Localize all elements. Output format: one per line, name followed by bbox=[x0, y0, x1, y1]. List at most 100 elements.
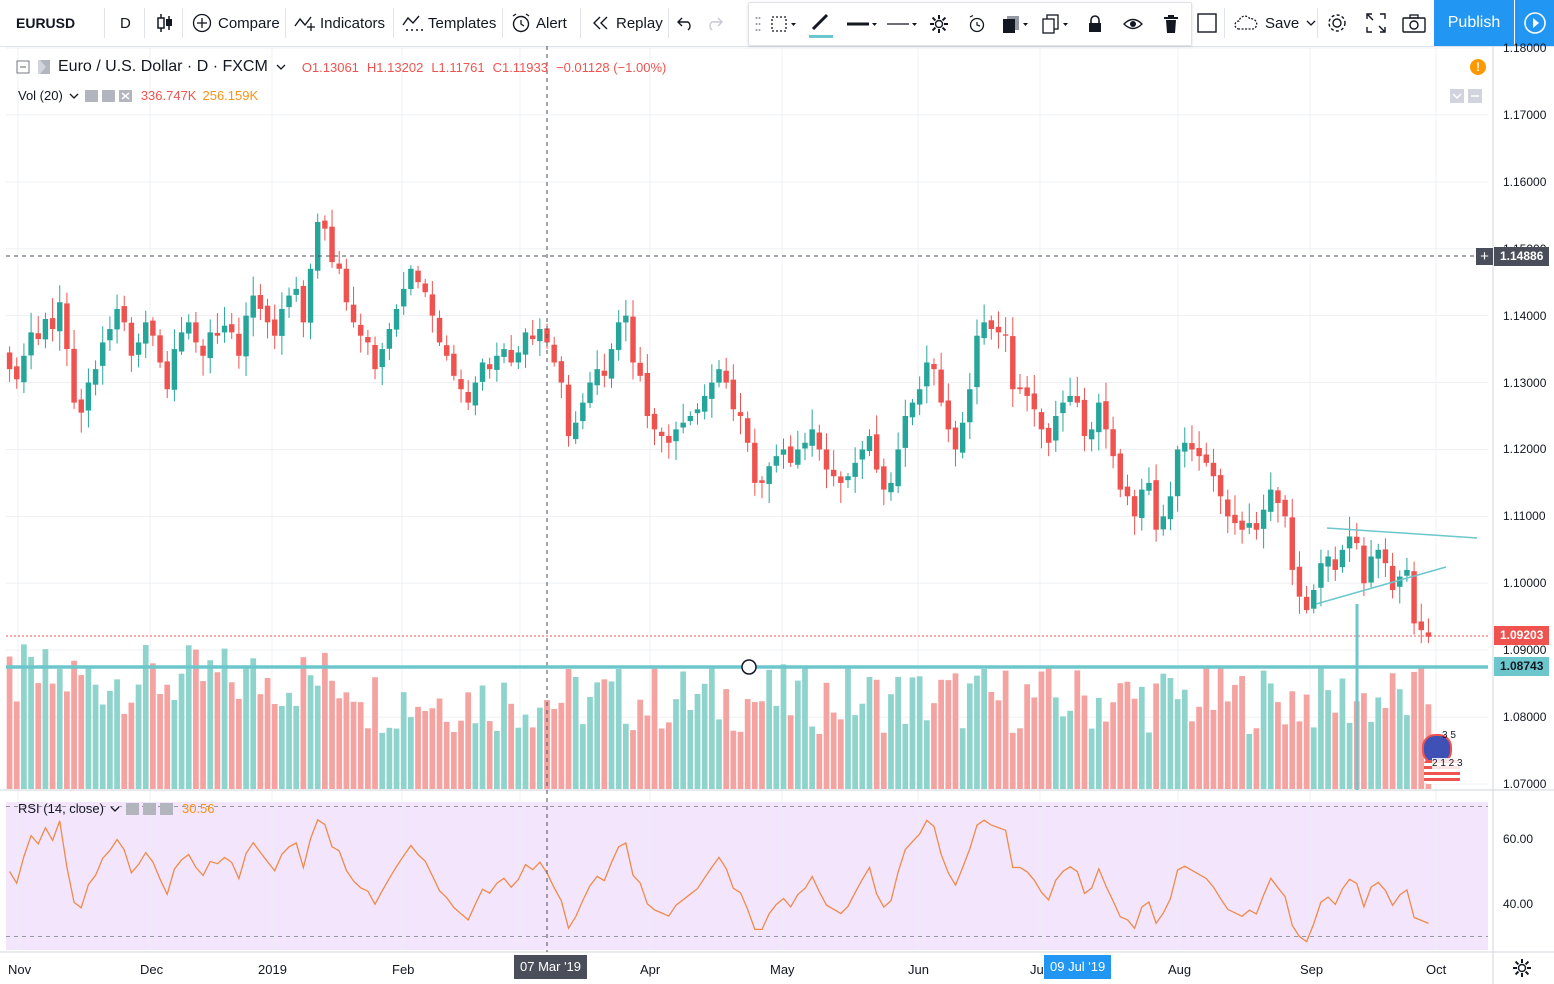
replay-label: Replay bbox=[616, 14, 663, 32]
volume-bar bbox=[830, 712, 837, 789]
candle-body bbox=[1117, 453, 1124, 490]
volume-label[interactable]: Vol (20) bbox=[18, 88, 63, 103]
alert-button[interactable]: Alert bbox=[510, 0, 567, 46]
volume-bar bbox=[1081, 695, 1088, 789]
volume-bar bbox=[974, 675, 980, 789]
volume-bar bbox=[42, 649, 49, 789]
candle-body bbox=[1275, 490, 1281, 503]
fullscreen-button[interactable] bbox=[1366, 0, 1386, 46]
symbol-search[interactable]: EURUSD bbox=[16, 0, 75, 46]
candle-body bbox=[1167, 496, 1174, 520]
volume-bar bbox=[1045, 667, 1052, 789]
templates-button[interactable]: Templates bbox=[402, 0, 496, 46]
indicators-icon bbox=[294, 16, 315, 31]
candle-body bbox=[128, 322, 135, 356]
delete-button[interactable] bbox=[1163, 3, 1179, 45]
lock-button[interactable] bbox=[1087, 3, 1103, 45]
publish-button[interactable]: Publish bbox=[1434, 0, 1514, 46]
candle-body bbox=[250, 295, 256, 318]
volume-bar bbox=[622, 723, 629, 789]
volume-bar bbox=[866, 676, 873, 789]
volume-bar bbox=[236, 698, 242, 789]
candle-body bbox=[1196, 447, 1202, 457]
volume-bar bbox=[286, 692, 292, 789]
indicator-actions-icon[interactable] bbox=[84, 89, 135, 103]
volume-bar bbox=[1196, 706, 1202, 789]
pane-controls-icon[interactable] bbox=[1450, 89, 1484, 103]
chart-settings-button[interactable] bbox=[1326, 0, 1348, 46]
candle-body bbox=[1246, 523, 1252, 528]
volume-bar bbox=[150, 663, 156, 789]
ohlc-low: L1.11761 bbox=[431, 59, 485, 75]
alert-tool-button[interactable] bbox=[967, 3, 987, 45]
camera-icon bbox=[1402, 14, 1426, 33]
candle-body bbox=[1139, 489, 1145, 519]
undo-icon bbox=[677, 17, 691, 31]
publish-play-button[interactable] bbox=[1515, 0, 1554, 46]
play-circle-icon bbox=[1523, 12, 1546, 34]
compare-button[interactable]: Compare bbox=[192, 0, 280, 46]
warning-icon[interactable]: ! bbox=[1470, 59, 1486, 75]
candle-body bbox=[78, 399, 84, 413]
volume-bar bbox=[1289, 691, 1296, 789]
volume-bar bbox=[1203, 665, 1210, 789]
undo-button[interactable] bbox=[676, 0, 696, 46]
chevron-down-icon[interactable] bbox=[69, 92, 79, 100]
chart-style-button[interactable] bbox=[156, 0, 174, 46]
candle-body bbox=[1354, 536, 1360, 544]
snapshot-button[interactable] bbox=[1402, 0, 1426, 46]
collapse-icon[interactable] bbox=[16, 60, 30, 74]
candle-body bbox=[1153, 480, 1159, 530]
volume-bar bbox=[823, 682, 830, 789]
candle-body bbox=[200, 345, 206, 356]
volume-bar bbox=[1411, 671, 1417, 789]
symbol-title[interactable]: Euro / U.S. Dollar · D · FXCM bbox=[58, 58, 268, 75]
select-tool-button[interactable] bbox=[769, 3, 797, 45]
clone-button[interactable] bbox=[1041, 3, 1071, 45]
save-button[interactable]: Save bbox=[1233, 0, 1317, 46]
replay-button[interactable]: Replay bbox=[590, 0, 663, 46]
economic-events-badge[interactable]: 3 5 2 1 2 3 bbox=[1420, 730, 1468, 786]
volume-bar bbox=[415, 706, 421, 789]
redo-button[interactable] bbox=[704, 0, 724, 46]
candle-body bbox=[737, 412, 744, 416]
interval-button[interactable]: D bbox=[120, 0, 131, 46]
visual-order-button[interactable] bbox=[1001, 3, 1031, 45]
line-thickness-button[interactable] bbox=[845, 3, 879, 45]
publish-label: Publish bbox=[1447, 14, 1501, 31]
candle-body bbox=[709, 382, 715, 399]
rsi-label[interactable]: RSI (14, close) bbox=[18, 801, 104, 816]
settings-button[interactable] bbox=[929, 3, 949, 45]
candle-body bbox=[895, 449, 901, 487]
candle-body bbox=[1096, 402, 1102, 433]
chevron-down-icon[interactable] bbox=[276, 63, 286, 71]
line-style-button[interactable] bbox=[885, 3, 919, 45]
hide-button[interactable] bbox=[1123, 3, 1143, 45]
volume-bar bbox=[107, 690, 113, 789]
candle-body bbox=[673, 429, 679, 442]
indicator-actions-icon[interactable] bbox=[125, 802, 176, 816]
indicators-button[interactable]: Indicators bbox=[294, 0, 385, 46]
fullscreen-icon bbox=[1366, 13, 1386, 33]
candle-body bbox=[293, 288, 299, 295]
volume-bar bbox=[1210, 709, 1217, 789]
candle-body bbox=[1024, 387, 1030, 396]
volume-bar bbox=[888, 694, 894, 789]
triangle-lower-trendline bbox=[1315, 566, 1447, 605]
brush-tool-button[interactable] bbox=[807, 3, 835, 45]
gear-icon[interactable] bbox=[1512, 958, 1532, 978]
volume-bar bbox=[680, 671, 687, 789]
volume-bar bbox=[766, 669, 773, 789]
layout-button[interactable] bbox=[1197, 0, 1217, 46]
drag-handle[interactable] bbox=[755, 3, 761, 45]
volume-bar bbox=[329, 680, 335, 789]
candle-body bbox=[787, 446, 794, 463]
chevron-down-icon[interactable] bbox=[110, 805, 120, 813]
volume-bar bbox=[78, 675, 85, 789]
add-alert-plus-icon[interactable]: + bbox=[1476, 248, 1493, 265]
volume-bar bbox=[558, 702, 565, 789]
volume-bar bbox=[1153, 683, 1159, 789]
volume-bar bbox=[1146, 732, 1152, 789]
candle-body bbox=[114, 308, 120, 330]
